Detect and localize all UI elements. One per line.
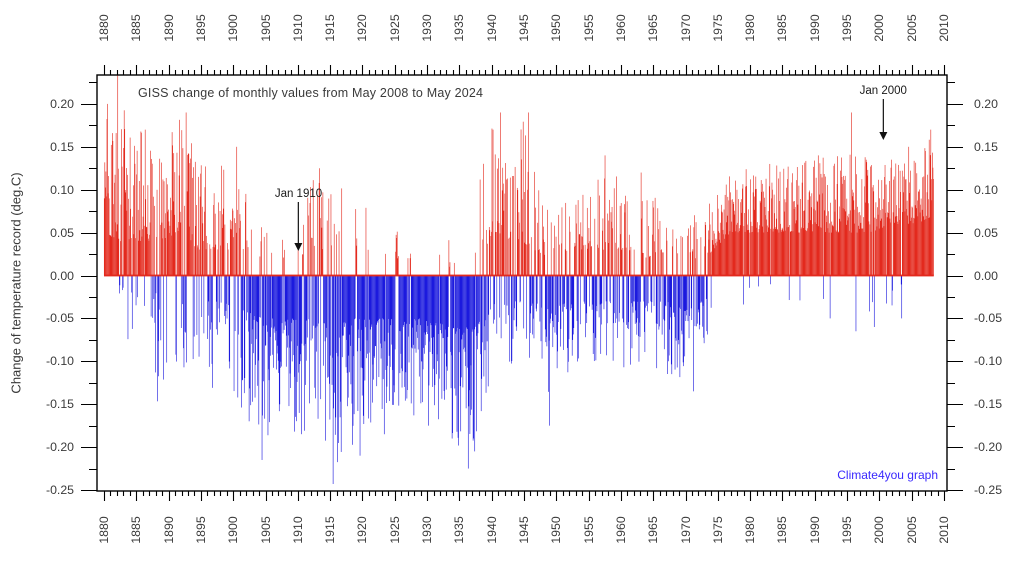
annotation-jan-1910-label: Jan 1910	[274, 187, 323, 200]
down-arrow-icon	[879, 98, 888, 140]
annotation-jan-2000-label: Jan 2000	[859, 84, 907, 97]
chart-title: GISS change of monthly values from May 2…	[138, 86, 484, 100]
annotation-jan-2000: Jan 2000	[860, 85, 907, 140]
annotation-jan-1910: Jan 1910	[275, 188, 322, 251]
watermark-credit: Climate4you graph	[837, 468, 938, 482]
down-arrow-icon	[294, 201, 303, 251]
y-axis-title: Change of temperature record (deg.C)	[8, 172, 24, 394]
